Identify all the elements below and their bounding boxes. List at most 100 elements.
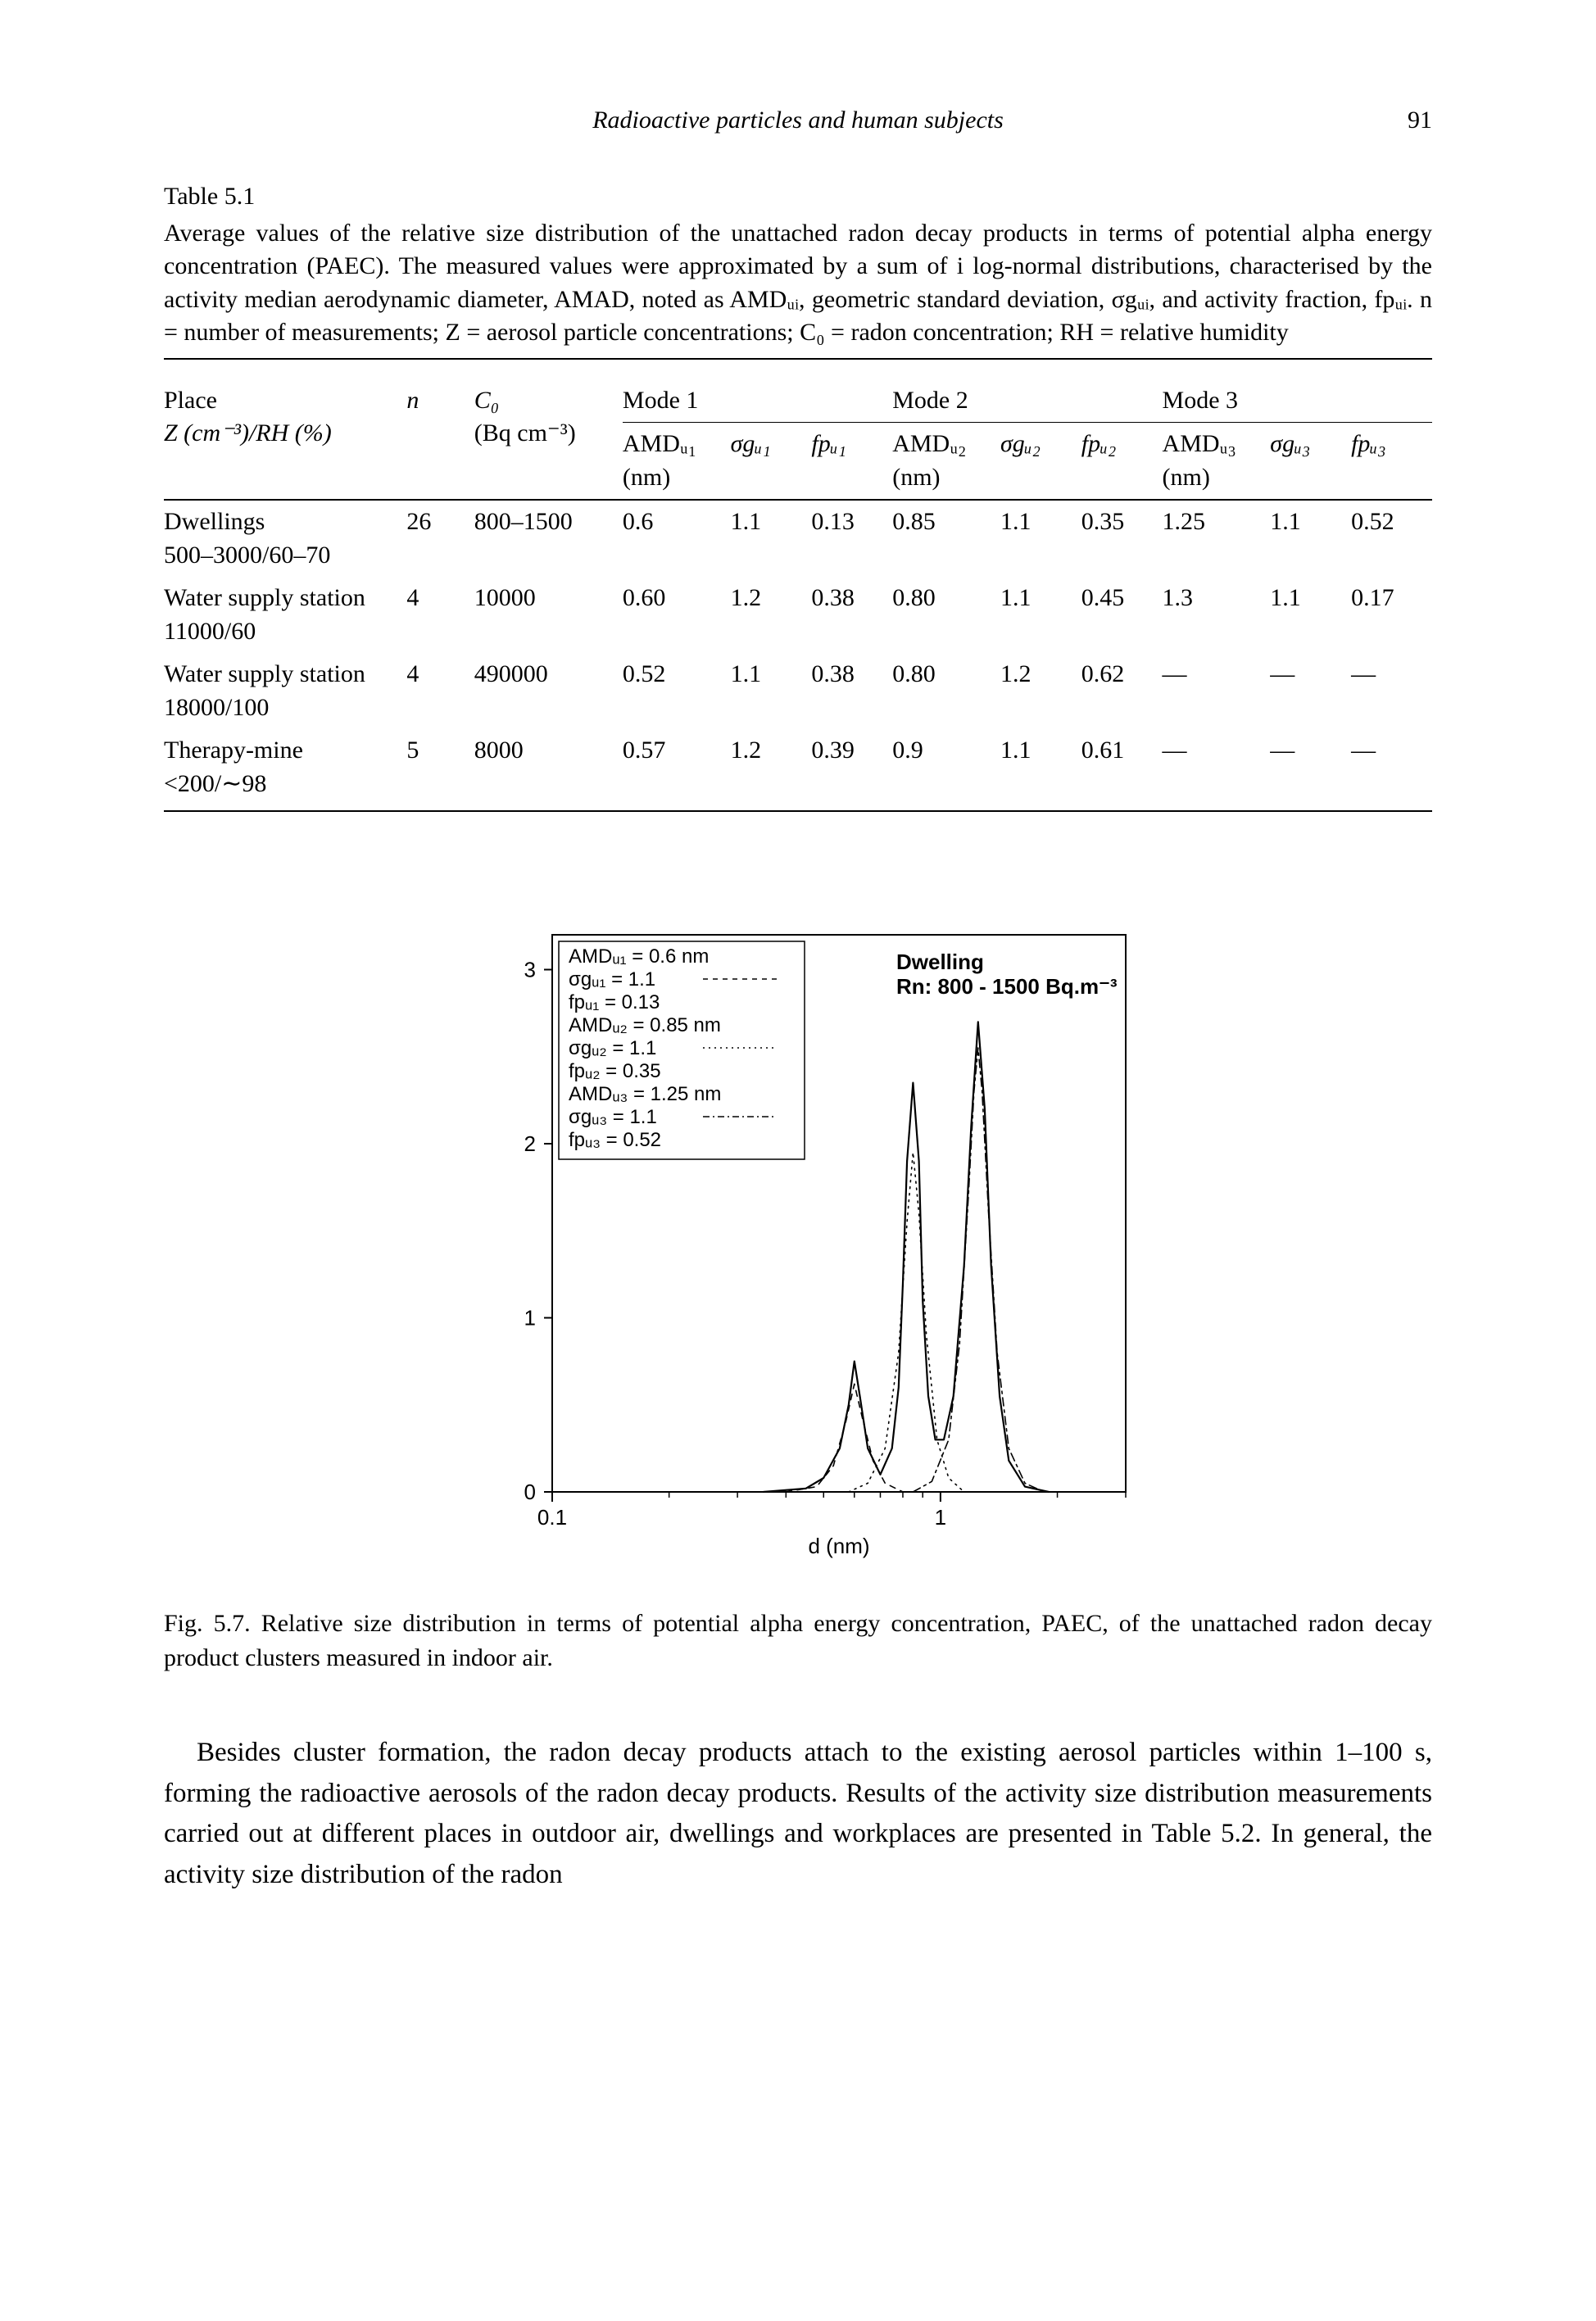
table-row: Water supply station 18000/100 4 490000 0…: [164, 653, 1432, 729]
cell: 26: [406, 501, 474, 577]
svg-text:1: 1: [524, 1306, 536, 1330]
cell: Water supply station: [164, 584, 365, 611]
table-row: Therapy-mine<200/∼98 5 8000 0.57 1.2 0.3…: [164, 729, 1432, 805]
svg-text:3: 3: [524, 958, 536, 982]
table-rule-top: [164, 358, 1432, 360]
cell: 0.60: [623, 577, 731, 653]
svg-text:AMDᵤ₃ = 1.25 nm: AMDᵤ₃ = 1.25 nm: [569, 1083, 721, 1105]
cell: —: [1270, 729, 1351, 805]
cell: 0.35: [1081, 501, 1163, 577]
hdr-sg2: σgᵤ₂: [1000, 423, 1081, 500]
cell: 8000: [474, 729, 623, 805]
cell: 10000: [474, 577, 623, 653]
cell: 0.61: [1081, 729, 1163, 805]
cell: —: [1270, 653, 1351, 729]
hdr-amd1: AMDᵤ₁: [623, 430, 696, 457]
cell: 0.52: [1351, 501, 1432, 577]
cell: 0.13: [811, 501, 892, 577]
hdr-amd3: AMDᵤ₃: [1163, 430, 1236, 457]
svg-text:d (nm): d (nm): [808, 1534, 869, 1558]
running-head: Radioactive particles and human subjects: [0, 107, 1596, 134]
hdr-fp3: fpᵤ₃: [1351, 423, 1432, 500]
cell: 0.52: [623, 653, 731, 729]
table-row: Dwellings500–3000/60–70 26 800–1500 0.6 …: [164, 501, 1432, 577]
cell: 1.2: [731, 577, 812, 653]
cell: 1.2: [731, 729, 812, 805]
cell: 1.1: [731, 501, 812, 577]
hdr-place-l2: Z (cm⁻³)/RH (%): [164, 419, 332, 447]
page-number: 91: [1408, 107, 1432, 134]
table-rule-bottom: [164, 810, 1432, 812]
cell: 1.1: [1270, 577, 1351, 653]
cell: 1.2: [1000, 653, 1081, 729]
data-table: Place Z (cm⁻³)/RH (%) n C₀ (Bq cm⁻³) Mod…: [164, 379, 1432, 806]
cell: —: [1163, 729, 1271, 805]
hdr-c0-l2: (Bq cm⁻³): [474, 419, 576, 447]
svg-text:2: 2: [524, 1131, 536, 1156]
cell: 1.3: [1163, 577, 1271, 653]
hdr-place-l1: Place: [164, 387, 217, 414]
table-row: Water supply station 11000/60 4 10000 0.6…: [164, 577, 1432, 653]
cell: 0.38: [811, 653, 892, 729]
cell: <200/∼98: [164, 770, 266, 797]
cell: 11000/60: [164, 618, 256, 645]
cell: Water supply station: [164, 660, 365, 687]
cell: 500–3000/60–70: [164, 542, 330, 569]
svg-text:σgᵤ₁ = 1.1: σgᵤ₁ = 1.1: [569, 968, 655, 991]
svg-text:1: 1: [935, 1505, 946, 1530]
table-caption: Average values of the relative size dist…: [164, 217, 1432, 350]
cell: 1.1: [1000, 729, 1081, 805]
hdr-mode3: Mode 3: [1163, 379, 1432, 423]
hdr-mode2: Mode 2: [892, 379, 1162, 423]
hdr-amd-nm2: (nm): [892, 464, 940, 491]
cell: 1.1: [1270, 501, 1351, 577]
svg-text:σgᵤ₃ = 1.1: σgᵤ₃ = 1.1: [569, 1106, 657, 1128]
hdr-fp1: fpᵤ₁: [811, 423, 892, 500]
svg-text:0.1: 0.1: [537, 1505, 567, 1530]
hdr-mode1: Mode 1: [623, 379, 892, 423]
hdr-c0-l1: C₀: [474, 387, 499, 414]
hdr-sg3: σgᵤ₃: [1270, 423, 1351, 500]
svg-text:AMDᵤ₁ = 0.6 nm: AMDᵤ₁ = 0.6 nm: [569, 945, 709, 968]
cell: 0.38: [811, 577, 892, 653]
svg-text:0: 0: [524, 1480, 536, 1504]
cell: 0.6: [623, 501, 731, 577]
cell: 0.45: [1081, 577, 1163, 653]
svg-text:fpᵤ₁ = 0.13: fpᵤ₁ = 0.13: [569, 991, 660, 1013]
cell: 4: [406, 653, 474, 729]
cell: 4: [406, 577, 474, 653]
cell: —: [1351, 653, 1432, 729]
chart-svg: 01230.11d (nm)DwellingRn: 800 - 1500 Bq.…: [429, 902, 1167, 1574]
cell: 800–1500: [474, 501, 623, 577]
hdr-amd-nm3: (nm): [1163, 464, 1210, 491]
hdr-sg1: σgᵤ₁: [731, 423, 812, 500]
cell: Dwellings: [164, 508, 265, 535]
figure-caption: Fig. 5.7. Relative size distribution in …: [164, 1607, 1432, 1675]
cell: 1.1: [731, 653, 812, 729]
cell: 1.1: [1000, 501, 1081, 577]
cell: 1.25: [1163, 501, 1271, 577]
cell: 490000: [474, 653, 623, 729]
cell: 1.1: [1000, 577, 1081, 653]
svg-text:fpᵤ₂ = 0.35: fpᵤ₂ = 0.35: [569, 1060, 661, 1082]
cell: 18000/100: [164, 694, 269, 721]
cell: 0.17: [1351, 577, 1432, 653]
page: Radioactive particles and human subjects…: [0, 0, 1596, 2321]
cell: —: [1351, 729, 1432, 805]
cell: 0.9: [892, 729, 1000, 805]
cell: 0.57: [623, 729, 731, 805]
svg-text:AMDᵤ₂ = 0.85 nm: AMDᵤ₂ = 0.85 nm: [569, 1014, 721, 1036]
cell: 5: [406, 729, 474, 805]
svg-text:σgᵤ₂ = 1.1: σgᵤ₂ = 1.1: [569, 1037, 656, 1059]
hdr-amd-nm1: (nm): [623, 464, 670, 491]
hdr-amd2: AMDᵤ₂: [892, 430, 966, 457]
table-header-row-1: Place Z (cm⁻³)/RH (%) n C₀ (Bq cm⁻³) Mod…: [164, 379, 1432, 423]
hdr-fp2: fpᵤ₂: [1081, 423, 1163, 500]
cell: 0.62: [1081, 653, 1163, 729]
cell: —: [1163, 653, 1271, 729]
svg-text:fpᵤ₃ = 0.52: fpᵤ₃ = 0.52: [569, 1129, 661, 1151]
cell: 0.80: [892, 577, 1000, 653]
cell: 0.80: [892, 653, 1000, 729]
table-label: Table 5.1: [164, 180, 1432, 214]
table-5-1: Table 5.1 Average values of the relative…: [164, 180, 1432, 812]
